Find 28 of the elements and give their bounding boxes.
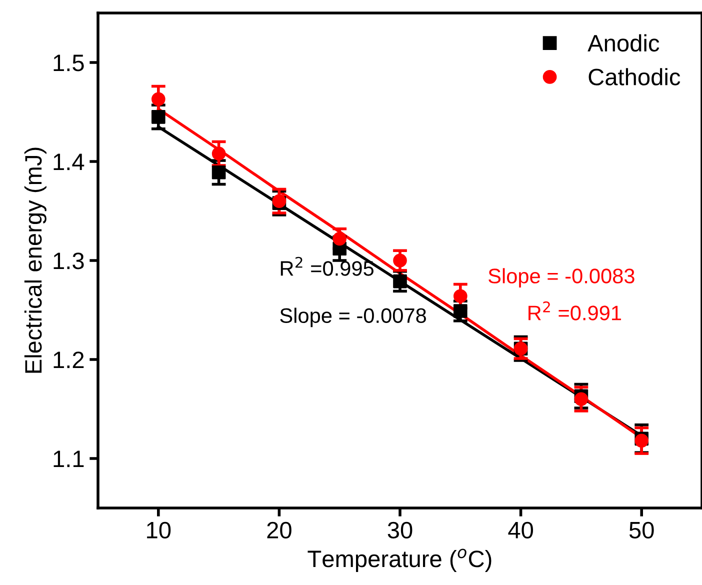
point	[574, 392, 588, 406]
x-tick-label: 10	[147, 522, 171, 539]
y-tick-label: 1.3	[54, 252, 84, 270]
point	[453, 289, 468, 304]
point	[393, 254, 407, 268]
point	[151, 110, 166, 124]
annotation: Slope = -0.0083	[488, 268, 634, 288]
point	[212, 146, 226, 160]
y-tick-label: 1.2	[54, 352, 84, 368]
point	[212, 165, 226, 180]
point	[151, 92, 166, 106]
y-tick-label: 1.5	[54, 54, 84, 72]
annotation: Slope = -0.0078	[280, 308, 426, 328]
point	[393, 274, 407, 288]
x-tick-label: 40	[508, 522, 534, 539]
x-axis-title: Temperature ($^{o}$C)	[308, 548, 492, 572]
legend-label: Anodic	[588, 34, 660, 52]
legend-label: Cathodic	[588, 68, 680, 86]
x-tick-label: 20	[267, 522, 292, 539]
annotation: R$^{2}$ =0.991	[528, 301, 622, 320]
point	[453, 304, 468, 318]
point	[332, 232, 347, 246]
x-tick-label: 30	[388, 522, 412, 539]
annotation: R$^{2}$ =0.995	[280, 256, 374, 276]
y-tick-label: 1.1	[54, 450, 84, 468]
x-tick-label: 50	[629, 522, 654, 539]
y-tick-label: 1.4	[54, 154, 84, 170]
y-axis-title: Electrical energy (mJ)	[24, 148, 46, 373]
